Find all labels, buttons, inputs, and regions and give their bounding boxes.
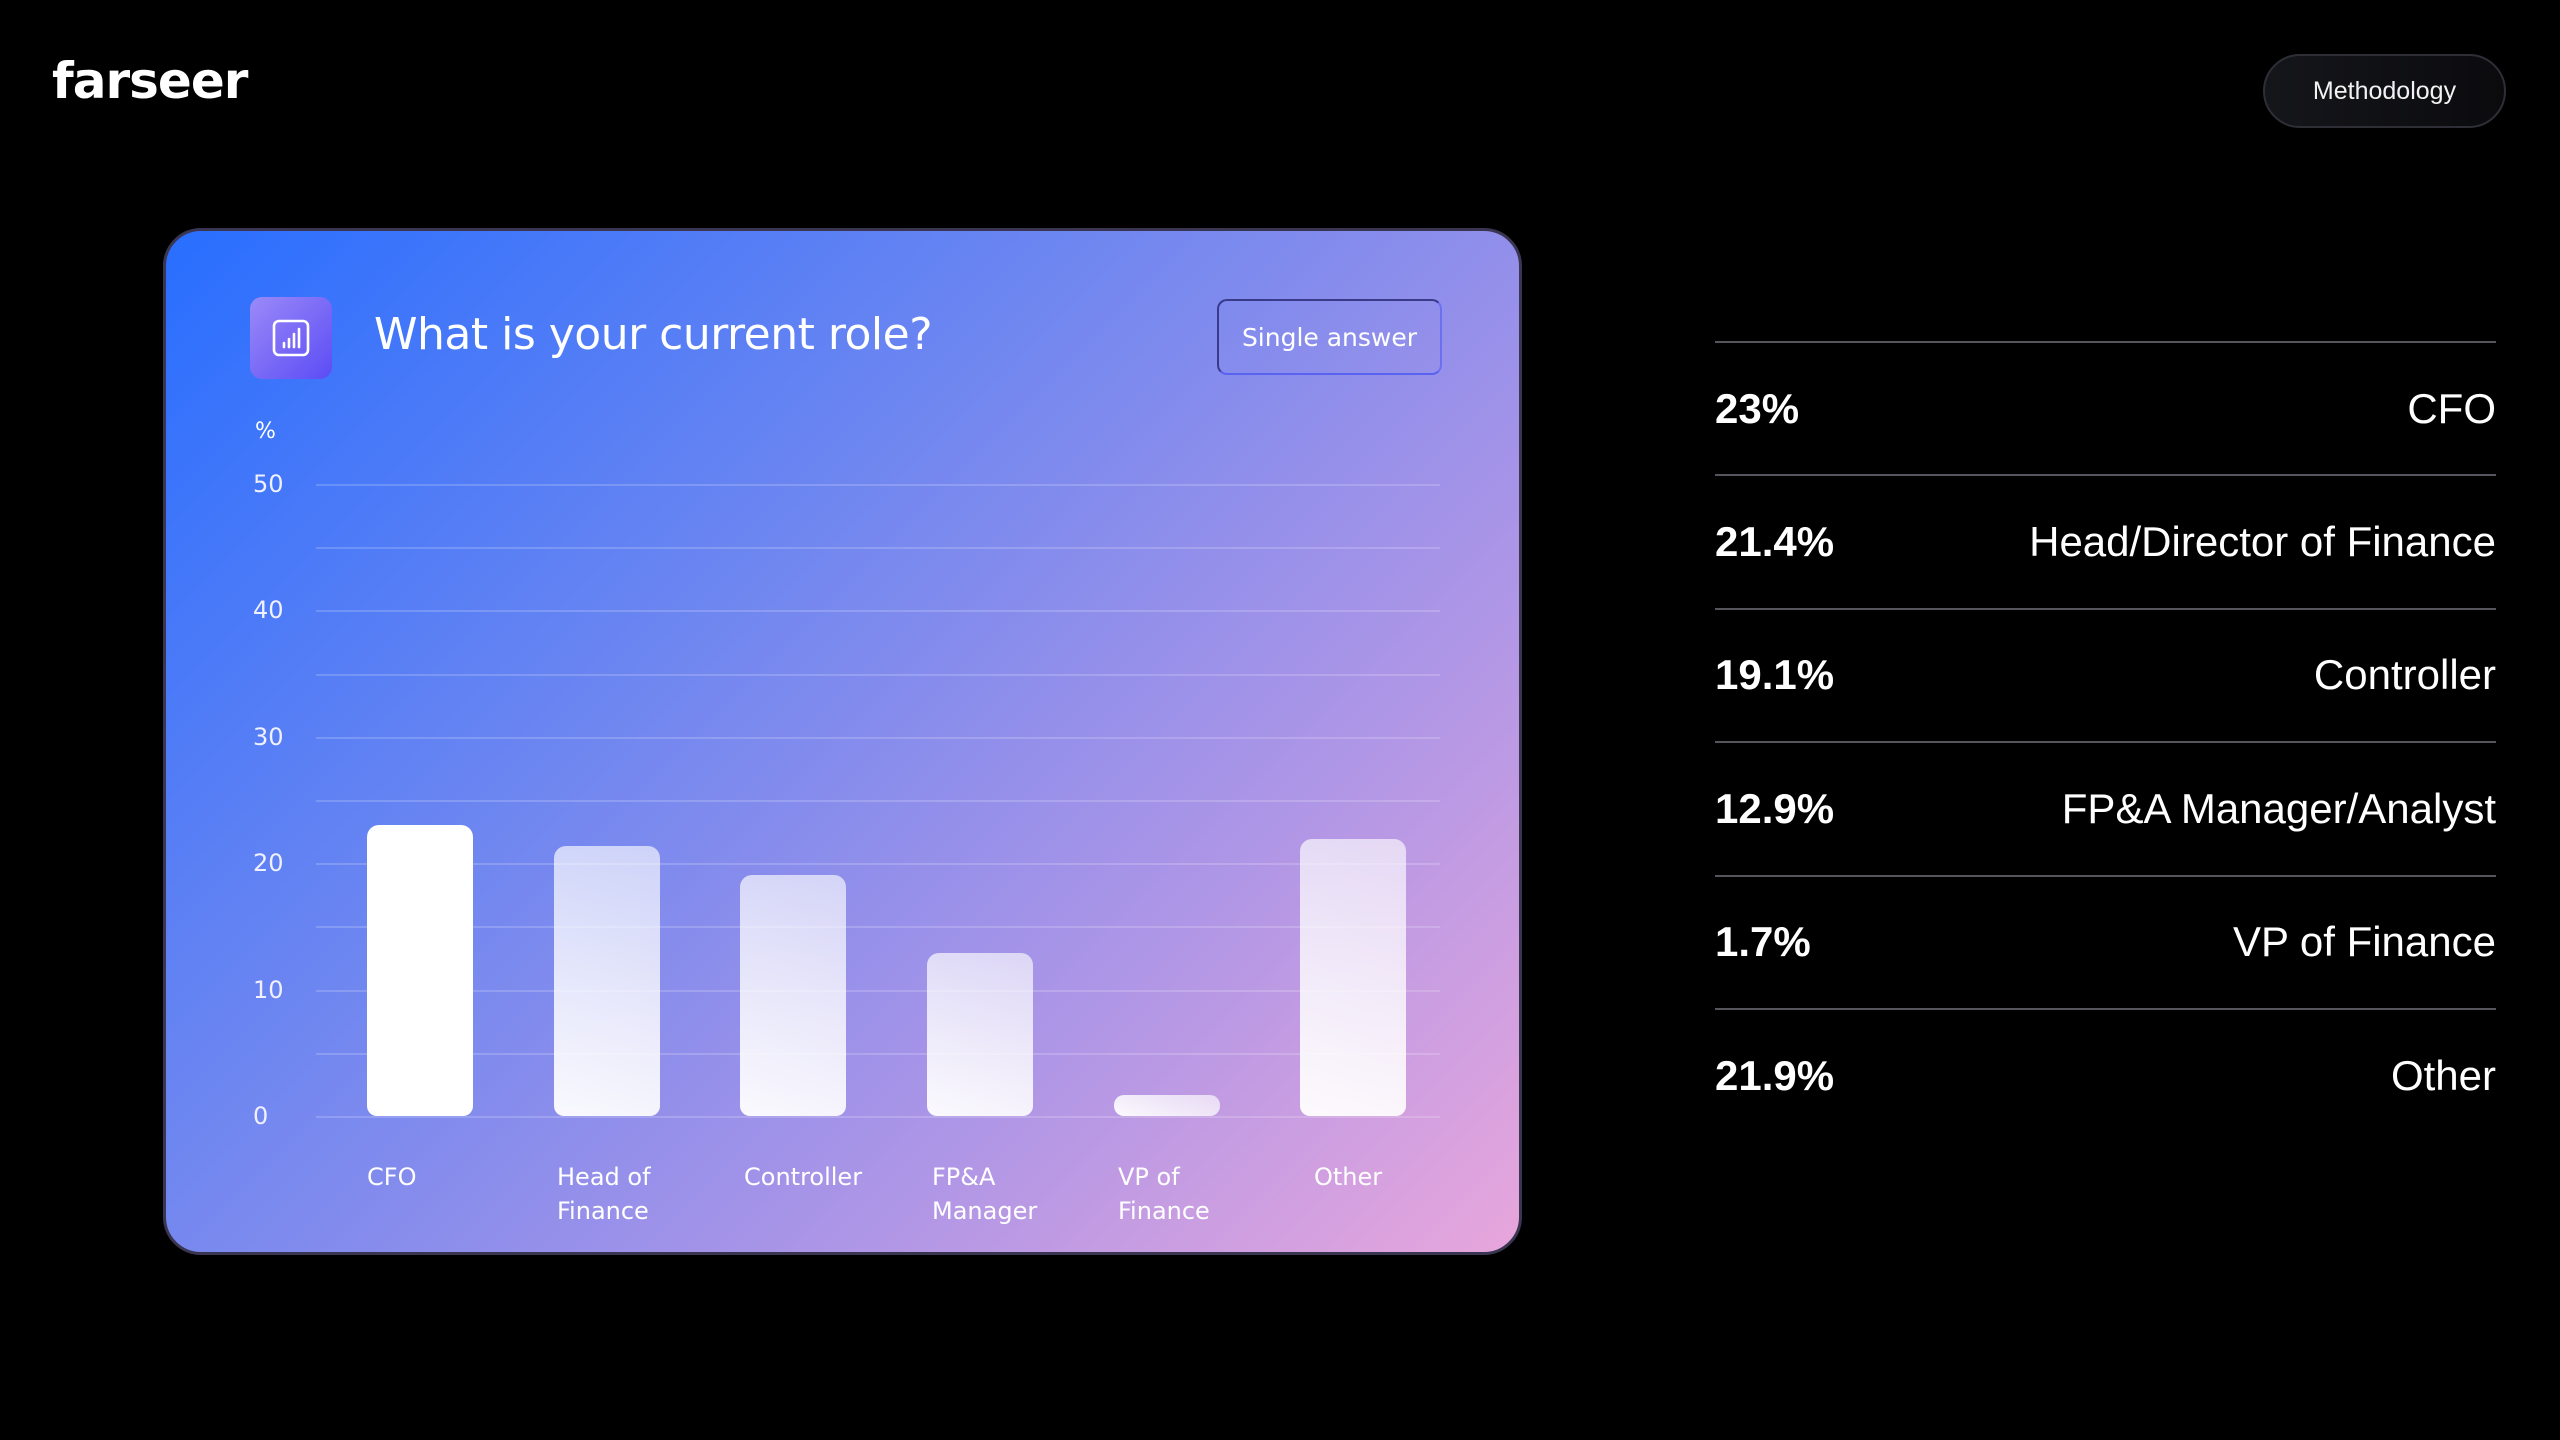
x-axis-label: CFO [367,1163,417,1191]
gridline [316,863,1440,866]
x-axis-label: Other [1314,1163,1383,1191]
gridline [316,1052,1440,1055]
result-role-label: FP&A Manager/Analyst [2061,784,2496,832]
result-percentage: 19.1% [1715,651,1835,699]
y-axis-tick: 20 [253,849,284,878]
result-percentage: 12.9% [1715,784,1835,832]
farseer-logo[interactable]: farseer [52,52,248,110]
result-role-label: CFO [2407,384,2496,432]
result-row[interactable]: 12.9% FP&A Manager/Analyst [1715,741,2496,874]
gridline [316,926,1440,929]
bar-controller[interactable] [740,874,846,1116]
y-axis-tick: 50 [253,470,284,498]
result-row[interactable]: 23% CFO [1715,341,2496,474]
y-axis-tick: 10 [253,975,284,1004]
result-role-label: Controller [2313,651,2496,699]
x-axis-label: VP of Finance [1118,1163,1210,1225]
survey-question-card: What is your current role? Single answer… [163,228,1522,1255]
result-role-label: VP of Finance [2232,918,2496,966]
gridline [316,610,1440,613]
bar-chart-icon [250,297,332,379]
gridline [316,1116,1440,1118]
result-row[interactable]: 19.1% Controller [1715,607,2496,741]
x-axis-label: Head of Finance [557,1163,651,1225]
gridline [316,800,1440,802]
bar-fp-a-manager[interactable] [927,952,1033,1116]
results-list: 23% CFO 21.4% Head/Director of Finance 19.1%… [1715,341,2496,1141]
result-percentage: 21.9% [1715,1051,1835,1099]
result-row[interactable]: 21.4% Head/Director of Finance [1715,474,2496,607]
result-row[interactable]: 1.7% VP of Finance [1715,874,2496,1008]
answer-type-badge[interactable]: Single answer [1217,299,1442,375]
result-percentage: 21.4% [1715,518,1835,566]
result-percentage: 1.7% [1715,918,1811,966]
result-role-label: Other [2390,1051,2496,1099]
gridline [316,989,1440,992]
y-axis-tick: 30 [253,722,284,751]
y-axis-tick: 0 [253,1102,269,1130]
x-axis-label: Controller [744,1163,863,1191]
gridline [316,484,1440,486]
bar-head-of-finance[interactable] [554,845,660,1116]
x-axis-label: FP&A Manager [932,1163,1038,1225]
methodology-button[interactable]: Methodology [2263,54,2506,128]
y-axis-unit: % [255,419,276,444]
result-row[interactable]: 21.9% Other [1715,1007,2496,1141]
question-title: What is your current role? [374,309,933,360]
result-percentage: 23% [1715,384,1800,432]
bar-vp-of-finance[interactable] [1114,1094,1220,1116]
gridline [316,736,1440,739]
y-axis-tick: 40 [253,596,284,625]
gridline [316,673,1440,676]
gridline [316,547,1440,550]
result-role-label: Head/Director of Finance [2029,518,2496,566]
bar-cfo[interactable] [367,825,473,1116]
bar-other[interactable] [1300,839,1406,1116]
